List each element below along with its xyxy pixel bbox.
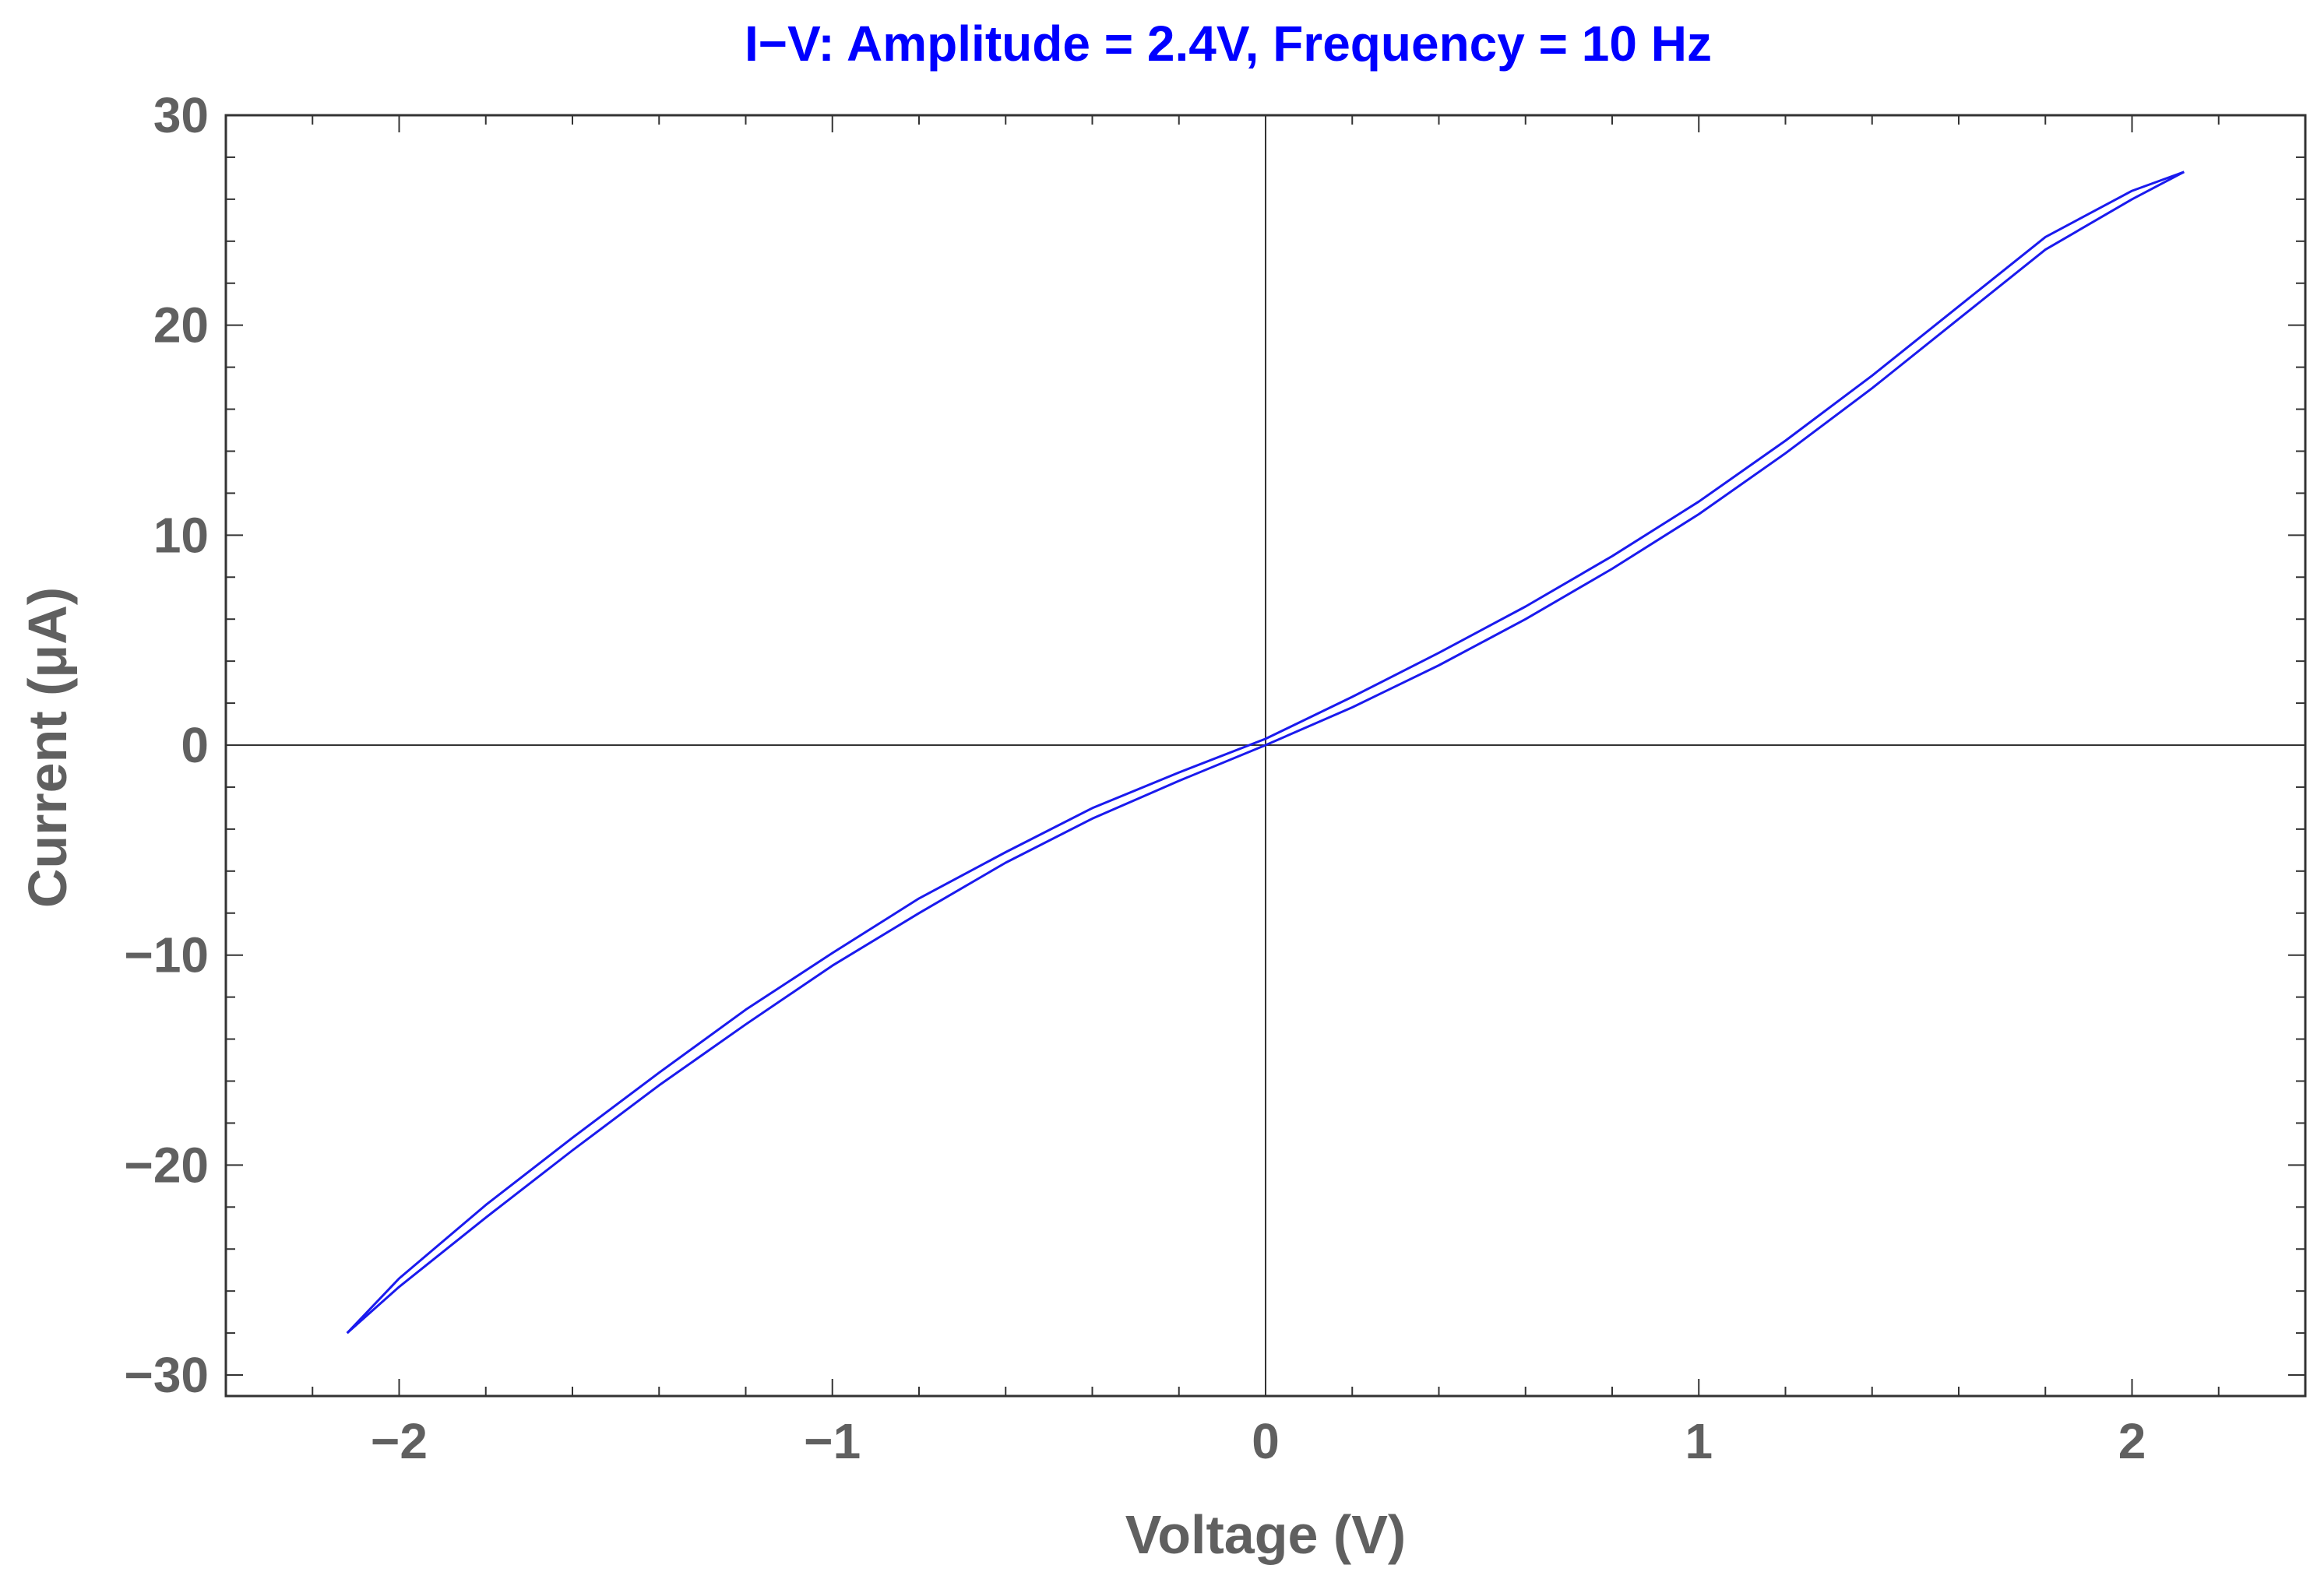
series-line-2 — [346, 171, 2185, 1335]
y-tick-label: −20 — [124, 1137, 209, 1193]
x-tick-label: −2 — [371, 1413, 428, 1469]
y-tick-label: −30 — [124, 1347, 209, 1403]
y-tick-label: 0 — [181, 717, 209, 773]
x-tick-label: 2 — [2118, 1413, 2146, 1469]
series-line-1 — [346, 171, 2185, 1335]
x-tick-label: 1 — [1685, 1413, 1713, 1469]
x-tick-label: 0 — [1252, 1413, 1280, 1469]
y-axis-label: Current (μA) — [17, 587, 78, 908]
chart-title: I−V: Amplitude = 2.4V, Frequency = 10 Hz — [745, 16, 1712, 72]
x-axis-label: Voltage (V) — [1125, 1504, 1406, 1565]
y-tick-label: 20 — [153, 297, 209, 353]
x-tick-label: −1 — [804, 1413, 861, 1469]
y-tick-label: 30 — [153, 87, 209, 143]
y-axis-ticks: −30 −20 −10 0 10 20 30 — [124, 87, 2305, 1403]
series-layer — [346, 171, 2185, 1335]
y-tick-label: −10 — [124, 927, 209, 983]
y-tick-label: 10 — [153, 507, 209, 563]
x-axis-ticks: −2 −1 0 1 2 — [312, 115, 2306, 1469]
